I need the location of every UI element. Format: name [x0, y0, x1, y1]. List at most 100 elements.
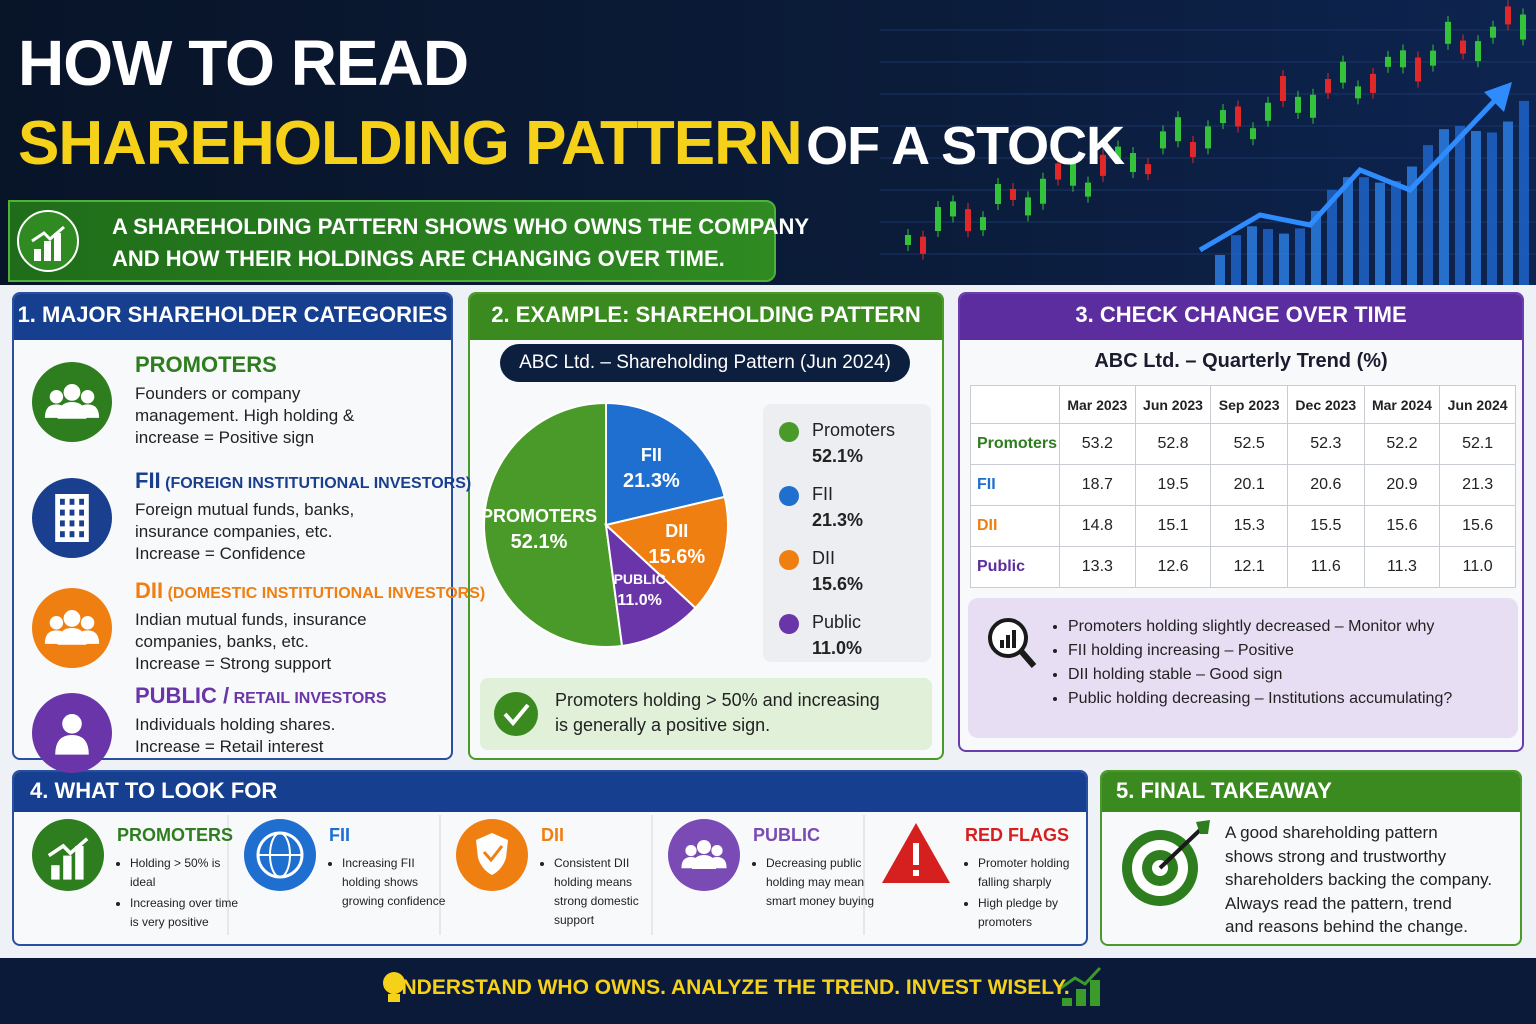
- deco-bar: [1295, 228, 1305, 285]
- icon-circle: [494, 692, 538, 736]
- slice-label: PROMOTERS: [481, 506, 598, 527]
- table-row: Promoters 53.2 52.8 52.5 52.3 52.2 52.1: [970, 423, 1516, 465]
- deco-candle: [935, 207, 941, 232]
- deco-bar: [1407, 166, 1417, 285]
- legend-value: 15.6%: [812, 574, 864, 594]
- deco-bar: [1231, 235, 1241, 285]
- subtitle-line: AND HOW THEIR HOLDINGS ARE CHANGING OVER…: [112, 246, 725, 271]
- category-detail: (DOMESTIC INSTITUTIONAL INVESTORS): [167, 585, 486, 602]
- category-name: PUBLIC /: [135, 683, 230, 708]
- deco-bar: [1247, 226, 1257, 285]
- deco-candle: [1355, 86, 1361, 99]
- deco-candle: [1445, 21, 1451, 44]
- panel-title: 5. FINAL TAKEAWAY: [1116, 778, 1332, 803]
- column-header: Mar 2024: [1363, 385, 1441, 424]
- table-row: DII 14.8 15.1 15.3 15.5 15.6 15.6: [970, 505, 1516, 547]
- category-name: DII: [135, 578, 164, 603]
- deco-candle: [1085, 182, 1091, 197]
- icon-shield: [476, 833, 508, 875]
- footer-text: UNDERSTAND WHO OWNS. ANALYZE THE TREND. …: [386, 976, 1070, 999]
- category-description: Increase = Strong support: [135, 654, 332, 673]
- icon-mark: [913, 870, 919, 876]
- look-for-point: High pledge by promoters: [978, 894, 1090, 932]
- legend-value: 52.1%: [812, 446, 864, 466]
- deco-candle: [1025, 197, 1031, 216]
- deco-candle: [980, 217, 986, 231]
- panel-header: [1102, 772, 1520, 812]
- slice-value: 52.1%: [510, 531, 568, 554]
- icon-trend: [1057, 966, 1102, 992]
- category-name: FII: [135, 468, 161, 493]
- icon-window: [60, 531, 65, 538]
- deco-candle: [1295, 96, 1301, 113]
- deco-candle: [1250, 128, 1256, 140]
- table-cell: 11.3: [1363, 546, 1441, 588]
- deco-bar: [1327, 189, 1337, 285]
- slice-value: 11.0%: [617, 592, 662, 609]
- icon-head: [63, 384, 81, 401]
- deco-bar: [1471, 131, 1481, 285]
- deco-candle: [1385, 56, 1391, 67]
- deco-candle: [905, 235, 911, 245]
- icon-bar: [1062, 998, 1072, 1006]
- category-name-row: DII (DOMESTIC INSTITUTIONAL INVESTORS): [135, 578, 485, 604]
- slice-label: DII: [665, 520, 689, 541]
- subtitle-banner: [8, 200, 776, 282]
- deco-candle: [1190, 142, 1196, 158]
- header-decoration: [880, 0, 1536, 285]
- panel-title: 3. CHECK CHANGE OVER TIME: [1075, 302, 1407, 327]
- look-for-point: Holding > 50% is ideal: [130, 854, 242, 892]
- category-description: management. High holding &: [135, 406, 355, 425]
- table-cell: 15.5: [1286, 505, 1365, 547]
- category-name-row: PROMOTERS: [135, 352, 277, 378]
- note-line: Promoters holding > 50% and increasing: [555, 690, 880, 710]
- deco-candle: [1325, 78, 1331, 93]
- category-description: increase = Positive sign: [135, 428, 315, 447]
- deco-candle: [1205, 126, 1211, 149]
- footer-background: [0, 958, 1536, 1024]
- icon-bulb: [383, 972, 405, 994]
- icon-head: [711, 845, 723, 857]
- legend-marker: [779, 550, 799, 570]
- category-description: Increase = Retail interest: [135, 737, 324, 756]
- table-cell: 14.8: [1059, 505, 1136, 547]
- deco-candle: [1400, 50, 1406, 68]
- deco-bar: [1423, 145, 1433, 285]
- icon-bar: [34, 249, 41, 261]
- table-row: Public 13.3 12.6 12.1 11.6 11.3 11.0: [970, 546, 1516, 588]
- icon-window: [79, 520, 84, 527]
- icon-head: [697, 840, 711, 854]
- table-cell: 15.6: [1363, 505, 1441, 547]
- category-detail: RETAIL INVESTORS: [233, 690, 387, 707]
- deco-bar: [1487, 132, 1497, 285]
- icon-body: [692, 855, 716, 869]
- table-cell: 20.9: [1363, 464, 1441, 506]
- deco-candle: [995, 184, 1001, 205]
- category-description: Indian mutual funds, insurance: [135, 610, 367, 629]
- deco-candle: [1145, 164, 1151, 175]
- look-for-point: Consistent DII holding means strong dome…: [554, 854, 666, 930]
- pie-title-pill: [500, 344, 910, 382]
- table-cell: 11.0: [1439, 546, 1516, 588]
- column-header: Sep 2023: [1210, 385, 1288, 424]
- deco-bar: [1503, 121, 1513, 285]
- deco-candle: [1415, 57, 1421, 82]
- deco-bar: [1455, 125, 1465, 285]
- deco-candle: [1490, 26, 1496, 38]
- look-for-points: Increasing FII holding shows growing con…: [326, 854, 454, 913]
- icon-bar: [44, 241, 51, 261]
- pie-slice: [483, 401, 624, 648]
- chart-title: ABC Ltd. – Shareholding Pattern (Jun 202…: [519, 352, 891, 373]
- panel-header: [470, 294, 942, 340]
- look-for-name: RED FLAGS: [965, 825, 1070, 845]
- icon-bar: [54, 233, 61, 261]
- icon-body: [55, 735, 89, 755]
- icon-mark: [913, 843, 919, 865]
- deco-candle: [1310, 94, 1316, 118]
- pie-slice: [605, 401, 726, 527]
- deco-candle: [1100, 154, 1106, 176]
- icon-head: [62, 714, 82, 734]
- deco-candle: [1460, 40, 1466, 54]
- deco-candle: [1340, 61, 1346, 83]
- table-cell: 15.3: [1210, 505, 1288, 547]
